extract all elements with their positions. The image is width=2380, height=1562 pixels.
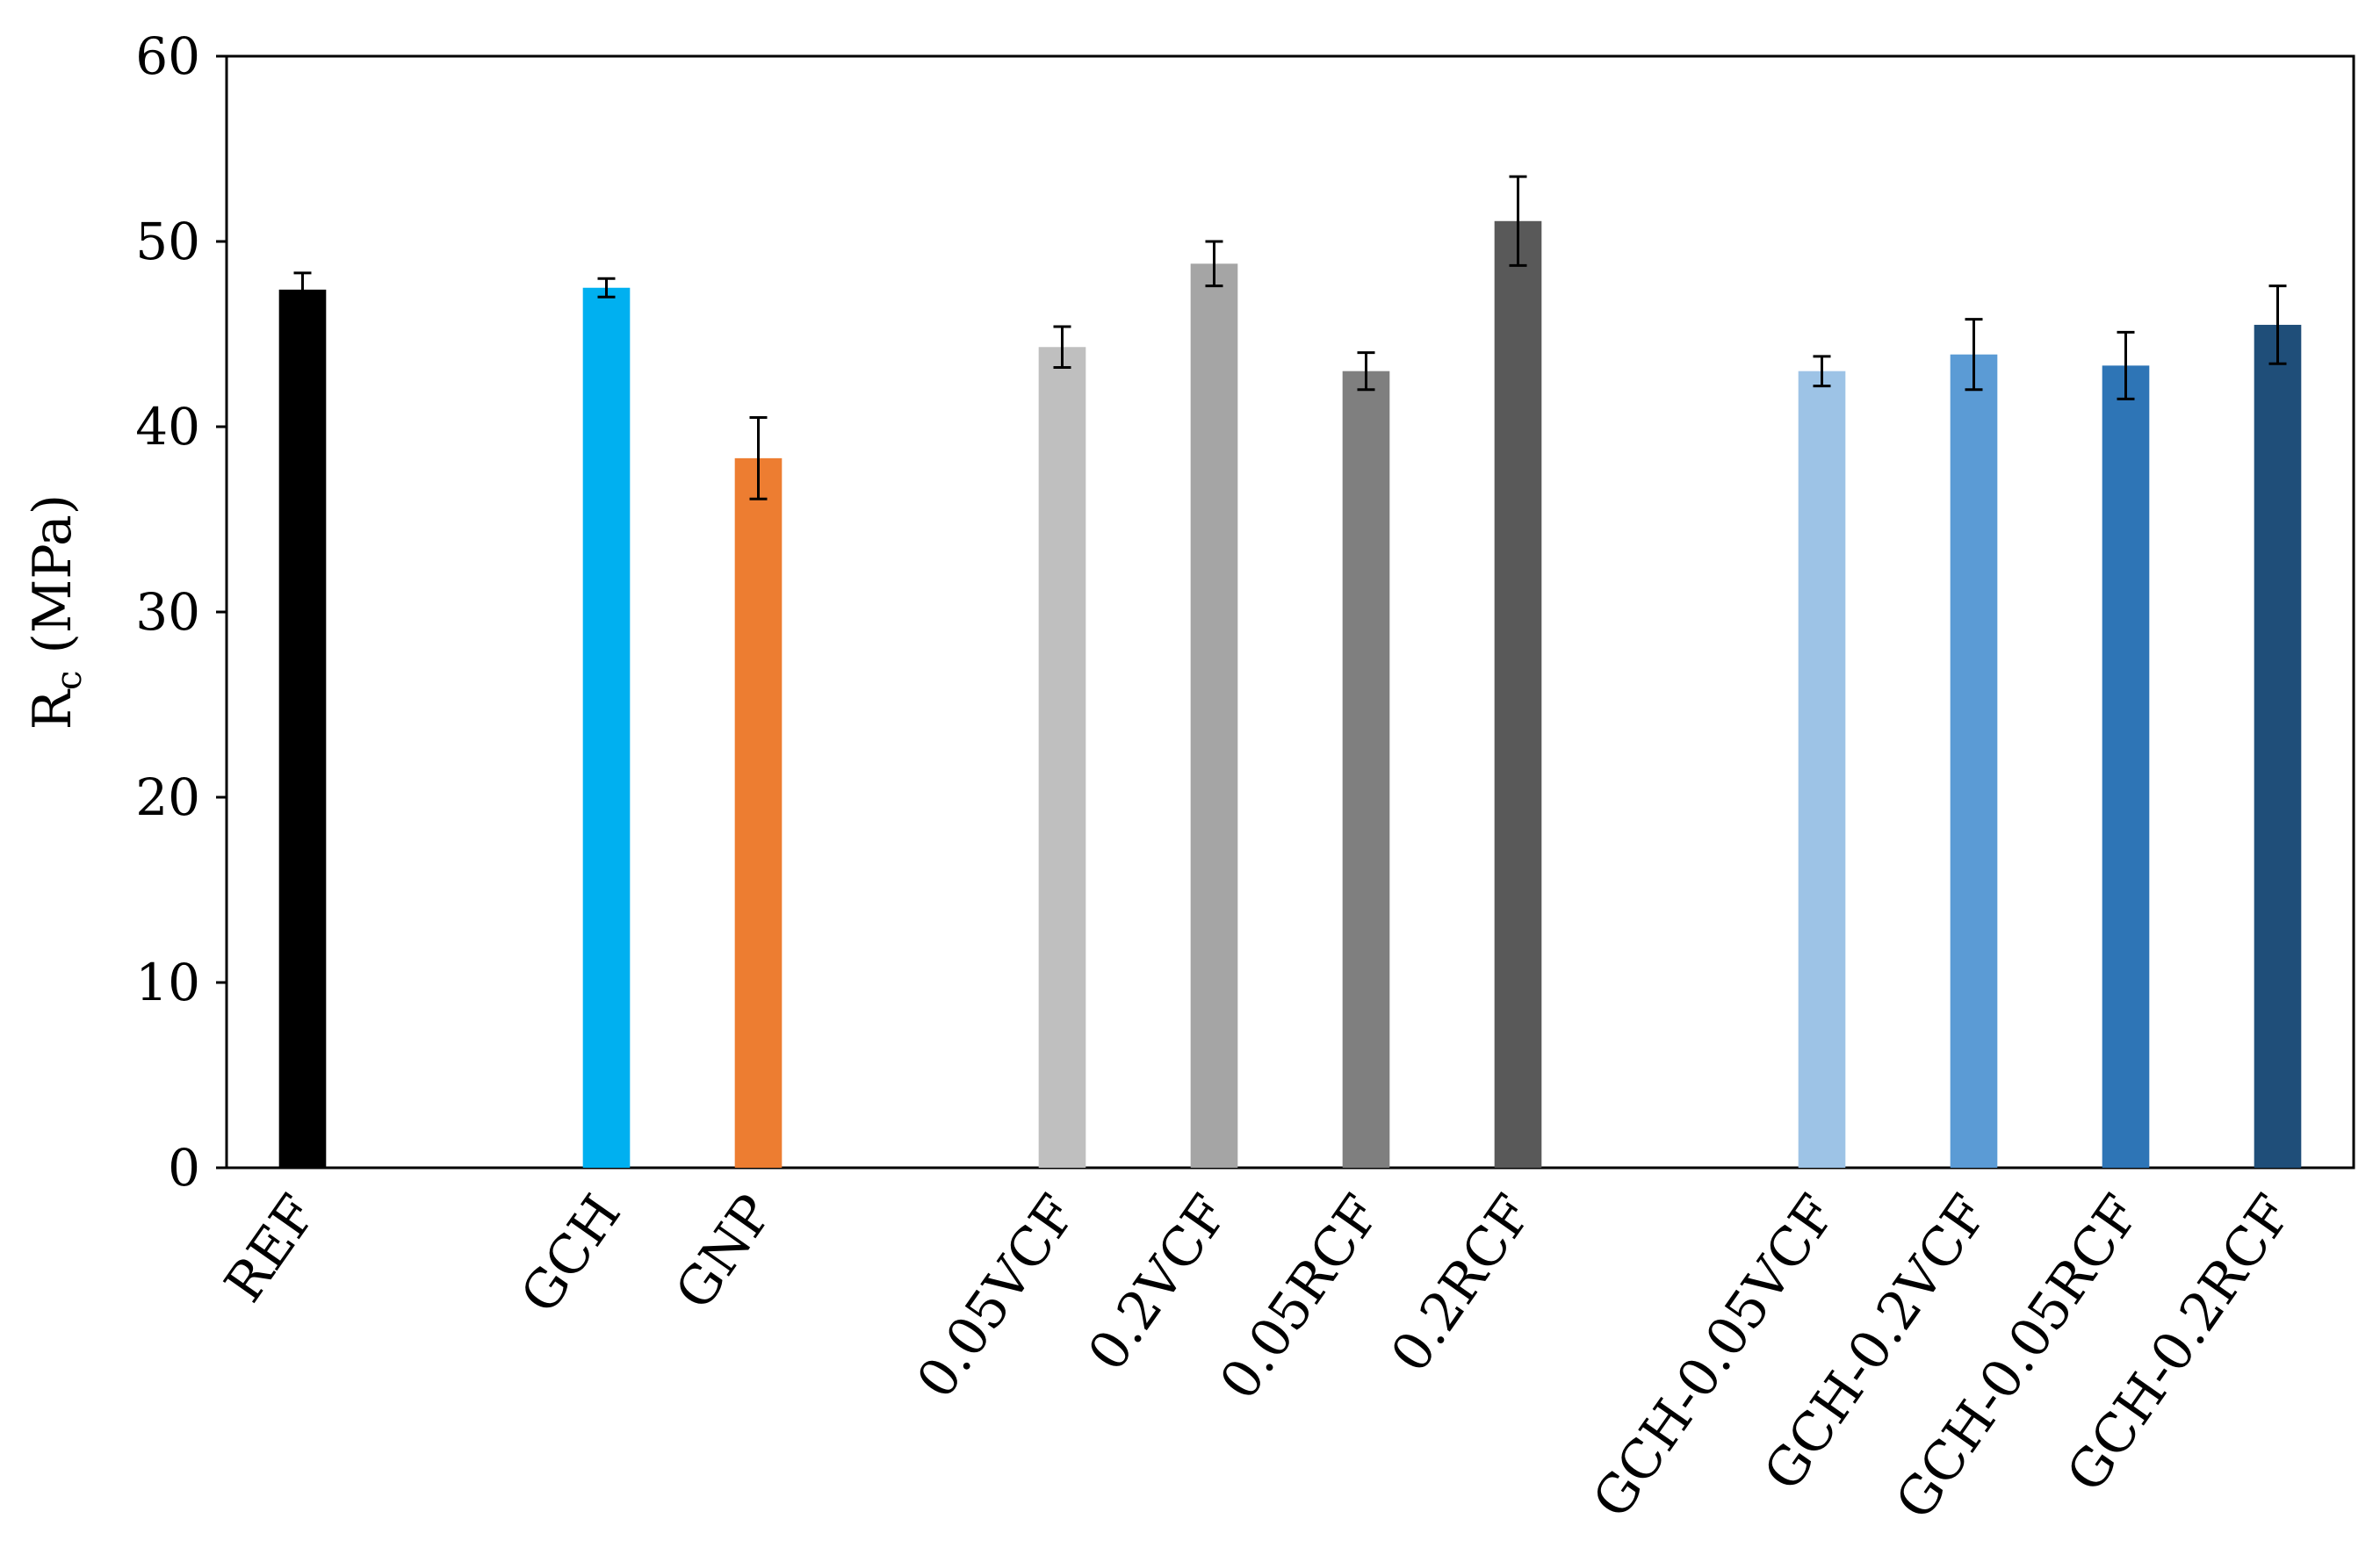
bar [1342,371,1390,1168]
bars-group [278,220,2302,1169]
x-category-label: REF [213,1184,329,1313]
y-tick-label: 30 [135,582,200,642]
y-axis-title: Rc (MPa) [22,494,90,730]
x-category-label: GNP [664,1184,785,1320]
y-axis-title-subscript: c [49,671,90,690]
bar [582,287,631,1168]
bar [734,457,783,1168]
y-tick-label: 0 [168,1138,200,1198]
x-category-label: 0.05VCF [905,1184,1089,1409]
x-category-label: 0.2VCF [1077,1184,1241,1382]
bar [1190,263,1238,1168]
bar [2254,324,2302,1168]
y-tick-label: 10 [135,953,200,1012]
bar [1950,354,1998,1169]
bar [1494,220,1542,1168]
x-category-label: GCH [509,1184,633,1324]
x-category-label: 0.2RCF [1380,1184,1545,1383]
y-axis-title-main: R [22,688,83,730]
error-bars-group [293,175,2287,500]
bar [1038,347,1086,1168]
bar [278,289,327,1168]
y-tick-label: 60 [135,26,200,86]
plot-area-frame [225,54,2355,1170]
y-axis-title-unit: (MPa) [22,494,83,671]
y-tick-label: 20 [135,767,200,827]
y-tick-label: 40 [135,397,200,457]
bar [2102,365,2150,1168]
y-tick-label: 50 [135,212,200,271]
y-axis-ticks: 0 10 20 30 40 50 60 [135,26,227,1198]
bar [1798,371,1846,1168]
